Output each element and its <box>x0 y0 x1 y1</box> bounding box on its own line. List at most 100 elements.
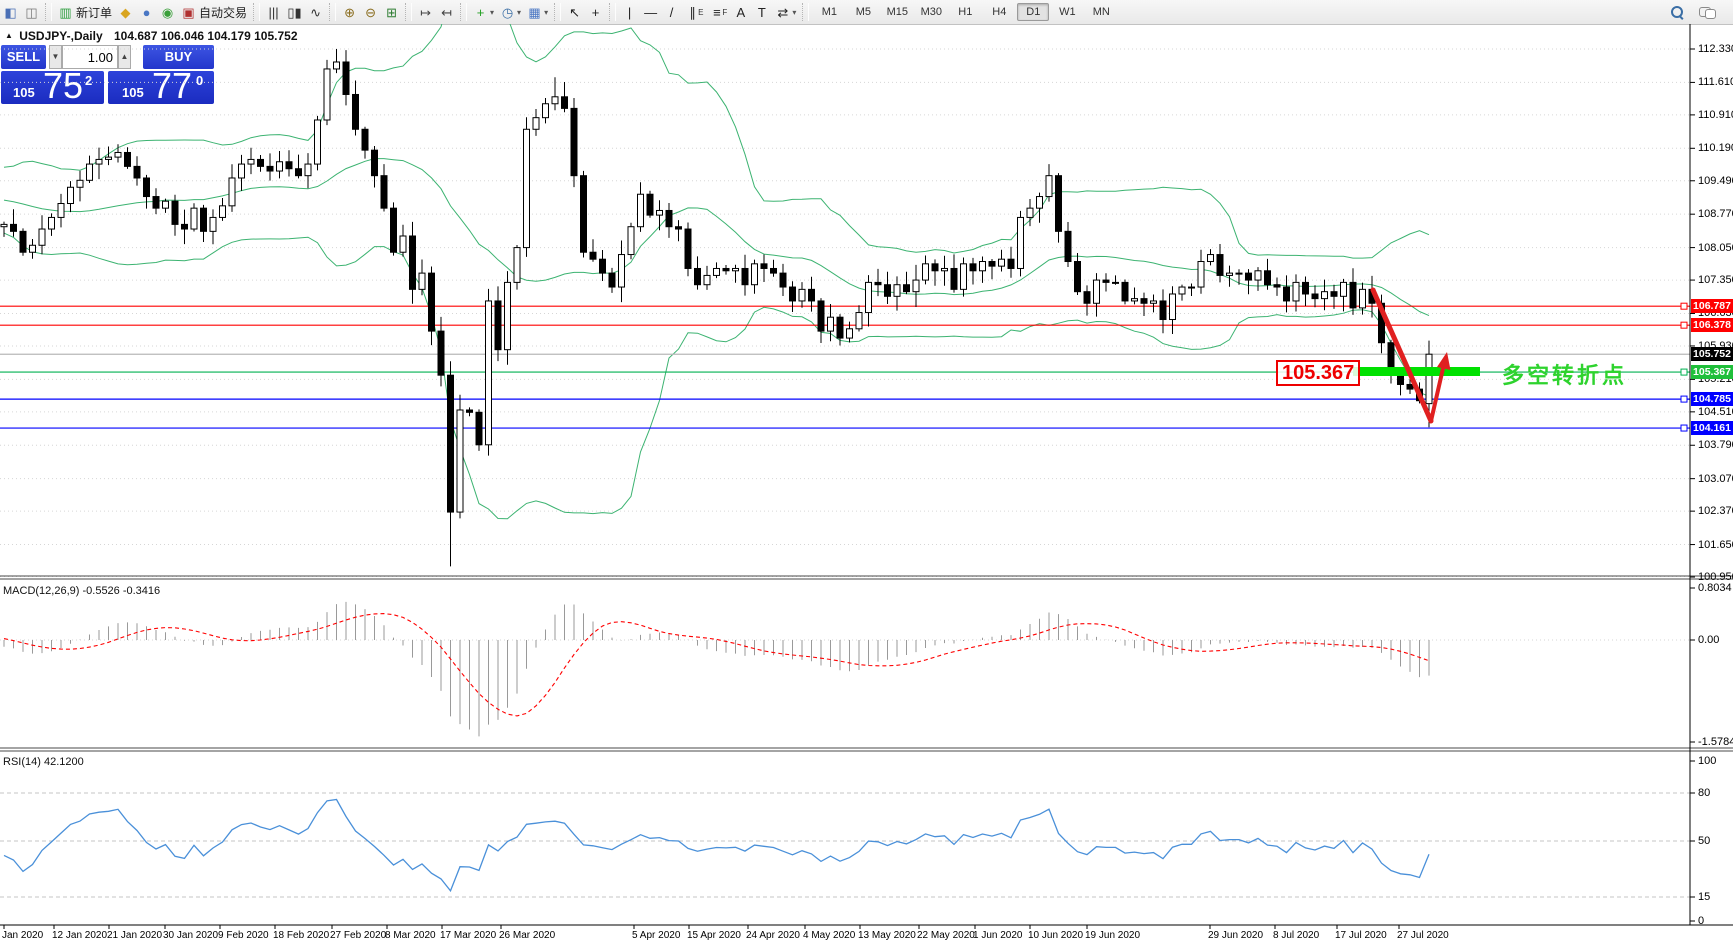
line-chart-icon[interactable]: ∿ <box>305 2 326 22</box>
toolbar-separator <box>329 3 337 21</box>
equidistant-channel-icon[interactable]: ∥ E <box>682 2 706 22</box>
bar-chart-icon: ||| <box>268 4 279 20</box>
add-indicator-icon[interactable]: + ▾ <box>470 2 497 22</box>
equidistant-channel-icon: ∥ <box>689 4 696 20</box>
charts-window-icon: ◧ <box>4 4 17 20</box>
zoom-out-icon[interactable]: ⊖ <box>360 2 381 22</box>
text-label-icon[interactable]: T <box>751 2 772 22</box>
fibonacci-icon[interactable]: ≡ F <box>706 2 730 22</box>
metaeditor-icon[interactable]: ◆ <box>115 2 136 22</box>
date-axis-label: 19 Jun 2020 <box>1085 930 1141 941</box>
text-icon[interactable]: A <box>730 2 751 22</box>
arrows-icon[interactable]: ⇄ ▾ <box>772 2 799 22</box>
rsi-tick-label: 80 <box>1698 787 1711 799</box>
candlestick-chart-icon: ▯▮ <box>287 4 302 20</box>
date-axis-label: 8 Mar 2020 <box>385 930 436 941</box>
current-price-tag: 105.752 <box>1691 347 1733 362</box>
new-order-icon-label: 新订单 <box>76 5 113 20</box>
price-tick-label: 100.950 <box>1698 571 1733 584</box>
date-axis-label: 22 May 2020 <box>917 930 975 941</box>
date-axis-label: 5 Apr 2020 <box>632 930 681 941</box>
turning-point-note[interactable]: 多空转折点 <box>1502 363 1628 388</box>
price-tick-label: 110.910 <box>1698 108 1733 121</box>
toolbar-separator <box>405 3 413 21</box>
timeframe-h4-button[interactable]: H4 <box>992 6 1007 18</box>
price-tick-label: 108.770 <box>1698 208 1733 221</box>
macd-tick-label: 0.00 <box>1698 634 1720 646</box>
timeframe-mn-button[interactable]: MN <box>1092 6 1110 18</box>
zoom-in-icon: ⊕ <box>344 4 355 20</box>
signals-icon[interactable]: ◉ <box>157 2 178 22</box>
horizontal-line-icon: — <box>644 4 658 20</box>
chart-shift-icon[interactable]: ↤ <box>436 2 457 22</box>
date-axis-label: 8 Jul 2020 <box>1273 930 1320 941</box>
macd-tick-label: 0.8034 <box>1698 582 1732 594</box>
ohlc-values: 104.687 106.046 104.179 105.752 <box>113 29 298 43</box>
date-axis-label: 21 Jan 2020 <box>107 930 163 941</box>
date-axis-label: Jan 2020 <box>2 930 44 941</box>
price-tick-label: 102.370 <box>1698 505 1733 518</box>
text-icon: A <box>736 4 746 20</box>
trendline-icon[interactable]: / <box>661 2 682 22</box>
date-axis-label: 17 Mar 2020 <box>440 930 497 941</box>
price-callout-105367[interactable]: 105.367 <box>1276 360 1361 386</box>
price-tick-label: 101.650 <box>1698 538 1733 551</box>
level-price-tag: 104.161 <box>1691 421 1733 436</box>
price-tick-label: 107.350 <box>1698 274 1733 287</box>
volume-increase-button[interactable]: ▲ <box>118 45 131 69</box>
buy-price-display[interactable]: 105 77 0 <box>108 71 214 104</box>
new-order-icon: ▥ <box>59 4 72 20</box>
arrows-icon-caret[interactable]: ▾ <box>792 7 797 17</box>
timeframe-m30-button[interactable]: M30 <box>920 6 943 18</box>
charts-window-icon[interactable]: ◧ <box>0 2 21 22</box>
search-icon[interactable] <box>1671 6 1683 18</box>
volume-decrease-button[interactable]: ▼ <box>49 45 62 69</box>
buy-button[interactable]: BUY <box>143 45 214 69</box>
profiles-icon[interactable]: ◫ <box>21 2 42 22</box>
tile-windows-icon[interactable]: ⊞ <box>381 2 402 22</box>
crosshair-icon[interactable]: + <box>585 2 606 22</box>
sell-price-display[interactable]: 105 75 2 <box>1 71 104 104</box>
timeframe-w1-button[interactable]: W1 <box>1059 6 1076 18</box>
timeframe-m5-button[interactable]: M5 <box>855 6 871 18</box>
terminal-icon[interactable]: ● <box>136 2 157 22</box>
toolbar-separator <box>554 3 562 21</box>
timeframe-m1-button[interactable]: M1 <box>821 6 837 18</box>
timeframe-h1-button[interactable]: H1 <box>958 6 973 18</box>
periods-icon[interactable]: ◷ ▾ <box>497 2 524 22</box>
template-icon: ▦ <box>528 4 541 20</box>
crosshair-icon: + <box>591 4 600 20</box>
toolbar-separator <box>253 3 261 21</box>
auto-scroll-icon[interactable]: ↦ <box>415 2 436 22</box>
timeframe-d1-button[interactable]: D1 <box>1017 3 1050 21</box>
zoom-in-icon[interactable]: ⊕ <box>339 2 360 22</box>
date-axis-label: 15 Apr 2020 <box>687 930 741 941</box>
price-tick-label: 110.190 <box>1698 142 1733 155</box>
date-axis-label: 10 Jun 2020 <box>1028 930 1084 941</box>
template-icon-caret[interactable]: ▾ <box>544 7 549 17</box>
one-click-trading-panel: SELL ▼ ▲ BUY 105 75 2 105 77 0 <box>1 45 214 104</box>
cursor-icon: ↖ <box>569 4 581 20</box>
bar-chart-icon[interactable]: ||| <box>263 2 284 22</box>
fibonacci-icon-sub: F <box>722 7 728 17</box>
date-axis-label: 18 Feb 2020 <box>273 930 330 941</box>
new-order-icon[interactable]: ▥ 新订单 <box>55 2 115 22</box>
date-axis-label: 29 Jun 2020 <box>1208 930 1264 941</box>
autotrading-icon[interactable]: ▣ 自动交易 <box>178 2 250 22</box>
main-toolbar: ◧ ◫ ▥ 新订单 ◆ ● ◉ ▣ 自动交易 ||| ▯▮ ∿ ⊕ ⊖ ⊞ ↦ ↤ + ▾ ◷ ▾ ▦ ▾ ↖ + | — / ∥ E ≡ F… <box>0 0 1733 25</box>
add-indicator-icon-caret[interactable]: ▾ <box>490 7 495 17</box>
rsi-tick-label: 100 <box>1698 755 1717 767</box>
vertical-line-icon[interactable]: | <box>619 2 640 22</box>
cursor-icon[interactable]: ↖ <box>564 2 585 22</box>
metaeditor-icon: ◆ <box>120 4 131 20</box>
template-icon[interactable]: ▦ ▾ <box>524 2 551 22</box>
community-chat-icon[interactable] <box>1699 6 1716 19</box>
horizontal-line-icon[interactable]: — <box>640 2 661 22</box>
signals-icon: ◉ <box>161 4 174 20</box>
candlestick-chart-icon[interactable]: ▯▮ <box>284 2 305 22</box>
periods-icon-caret[interactable]: ▾ <box>517 7 522 17</box>
fibonacci-icon: ≡ <box>713 4 721 20</box>
chart-header: ▲ USDJPY-,Daily 104.687 106.046 104.179 … <box>5 29 298 43</box>
timeframe-m15-button[interactable]: M15 <box>886 6 909 18</box>
